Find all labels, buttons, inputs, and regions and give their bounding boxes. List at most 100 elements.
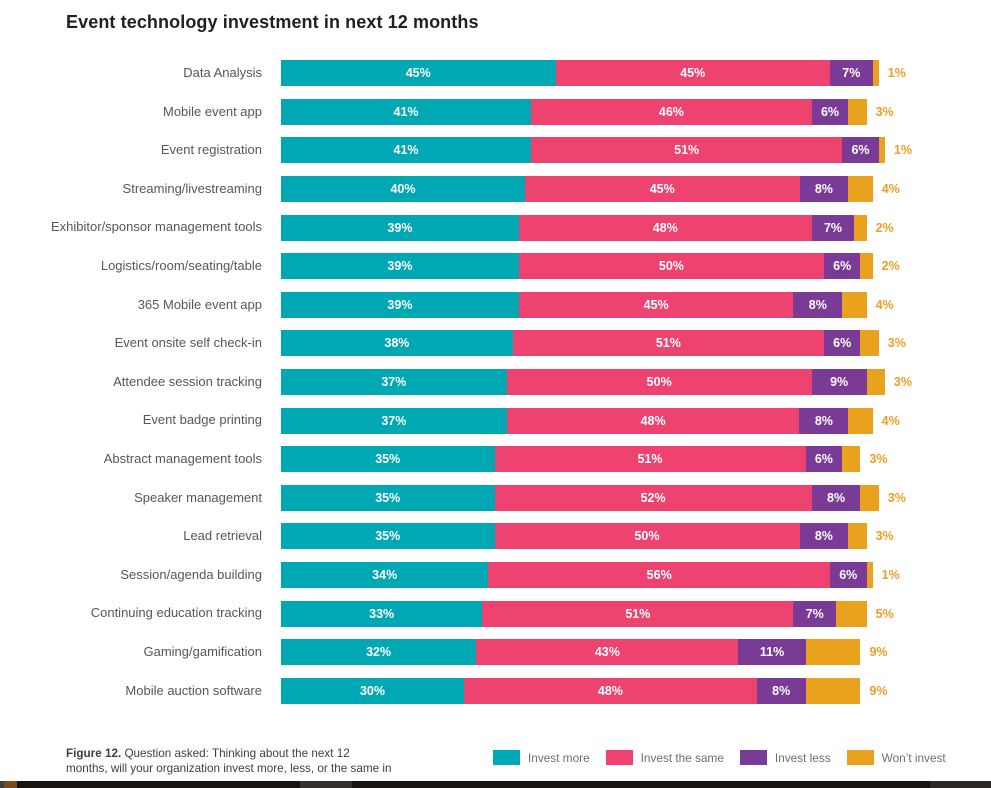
stacked-bar-chart: Data Analysis 45% 45% 7% 1% Mobile event app 4…: [0, 54, 991, 710]
wont-invest-value-label: 3%: [887, 490, 906, 505]
segment-value-label: 50%: [646, 375, 672, 390]
legend-item: Won’t invest: [846, 750, 946, 765]
segment-value-label: 48%: [652, 220, 678, 235]
category-label: 365 Mobile event app: [137, 296, 262, 312]
figure-caption: Figure 12. Question asked: Thinking abou…: [66, 746, 486, 776]
segment-value-label: 45%: [643, 297, 669, 312]
segment-value-label: 39%: [387, 259, 413, 274]
segment-value-label: 8%: [808, 297, 827, 312]
bar-segment-invest-more: 35%: [281, 484, 495, 511]
stacked-bar: 35% 50% 8%: [281, 523, 867, 550]
bar-segment-invest-the-same: 51%: [512, 330, 824, 357]
segment-value-label: 34%: [372, 568, 398, 583]
bar-segment-invest-more: 37%: [281, 369, 507, 396]
chart-row: Attendee session tracking 37% 50% 9% 3%: [0, 363, 991, 402]
bar-segment-won-t-invest: [860, 484, 879, 511]
stacked-bar: 35% 51% 6%: [281, 446, 861, 473]
wont-invest-value-label: 1%: [887, 66, 906, 81]
category-label: Mobile event app: [162, 103, 262, 119]
stacked-bar: 34% 56% 6%: [281, 562, 873, 589]
wont-invest-value-label: 9%: [869, 645, 888, 660]
bar-segment-won-t-invest: [860, 253, 873, 280]
segment-value-label: 8%: [827, 490, 846, 505]
segment-value-label: 45%: [680, 66, 706, 81]
bar-segment-invest-less: 6%: [811, 98, 849, 125]
bar-segment-won-t-invest: [848, 176, 873, 203]
stacked-bar: 30% 48% 8%: [281, 677, 861, 704]
segment-value-label: 45%: [405, 66, 431, 81]
bar-segment-won-t-invest: [866, 369, 885, 396]
bar-segment-invest-the-same: 43%: [476, 639, 739, 666]
bar-segment-won-t-invest: [854, 214, 867, 241]
bar-segment-invest-the-same: 50%: [494, 523, 800, 550]
bar-segment-invest-less: 6%: [829, 562, 867, 589]
segment-value-label: 39%: [387, 297, 413, 312]
stacked-bar: 32% 43% 11%: [281, 639, 861, 666]
chart-row: Gaming/gamification 32% 43% 11% 9%: [0, 633, 991, 672]
category-label: Streaming/livestreaming: [122, 180, 262, 196]
segment-value-label: 51%: [674, 143, 700, 158]
segment-value-label: 41%: [393, 104, 419, 119]
bar-segment-won-t-invest: [842, 446, 861, 473]
legend-swatch: [846, 750, 874, 765]
bar-segment-invest-less: 7%: [830, 60, 873, 87]
stacked-bar: 40% 45% 8%: [281, 176, 873, 203]
bar-segment-invest-less: 6%: [823, 330, 861, 357]
category-label: Event onsite self check-in: [114, 335, 262, 351]
bottom-page-edge: [0, 781, 991, 788]
category-label: Session/agenda building: [120, 566, 262, 582]
bar-segment-invest-less: 8%: [756, 677, 806, 704]
segment-value-label: 40%: [390, 182, 416, 197]
legend-item: Invest the same: [605, 750, 724, 765]
segment-value-label: 38%: [384, 336, 410, 351]
segment-value-label: 51%: [655, 336, 681, 351]
segment-value-label: 33%: [369, 606, 395, 621]
stacked-bar: 45% 45% 7%: [281, 60, 879, 87]
bar-segment-invest-more: 39%: [281, 291, 519, 318]
legend-item: Invest more: [493, 750, 590, 765]
page-edge-segment: [0, 781, 4, 788]
category-label: Lead retrieval: [183, 528, 262, 544]
bar-segment-invest-more: 35%: [281, 523, 495, 550]
bar-segment-invest-the-same: 51%: [494, 446, 806, 473]
bar-segment-won-t-invest: [860, 330, 879, 357]
wont-invest-value-label: 3%: [893, 375, 912, 390]
wont-invest-value-label: 1%: [881, 568, 900, 583]
chart-row: Streaming/livestreaming 40% 45% 8% 4%: [0, 170, 991, 209]
segment-value-label: 6%: [851, 143, 870, 158]
bar-segment-invest-the-same: 51%: [482, 600, 794, 627]
bar-segment-won-t-invest: [848, 407, 873, 434]
segment-value-label: 35%: [375, 529, 401, 544]
segment-value-label: 41%: [393, 143, 419, 158]
bar-segment-invest-the-same: 50%: [518, 253, 824, 280]
legend-label: Invest less: [774, 750, 831, 765]
stacked-bar: 33% 51% 7%: [281, 600, 867, 627]
bar-segment-invest-the-same: 51%: [531, 137, 843, 164]
segment-value-label: 9%: [830, 375, 849, 390]
segment-value-label: 51%: [637, 452, 663, 467]
legend-swatch: [493, 750, 520, 765]
bar-segment-invest-more: 45%: [281, 60, 556, 87]
bar-segment-invest-less: 9%: [811, 369, 867, 396]
chart-row: Exhibitor/sponsor management tools 39% 48%…: [0, 208, 991, 247]
segment-value-label: 52%: [640, 490, 666, 505]
category-label: Event registration: [160, 142, 262, 158]
chart-row: Continuing education tracking 33% 51% 7% 5%: [0, 594, 991, 633]
segment-value-label: 7%: [805, 606, 824, 621]
bar-segment-invest-the-same: 45%: [525, 176, 800, 203]
legend-label: Won’t invest: [881, 750, 946, 765]
segment-value-label: 48%: [597, 683, 623, 698]
bar-segment-invest-more: 39%: [281, 253, 519, 280]
bar-segment-won-t-invest: [842, 291, 867, 318]
chart-row: Event onsite self check-in 38% 51% 6% 3%: [0, 324, 991, 363]
segment-value-label: 7%: [842, 66, 861, 81]
bar-segment-invest-more: 33%: [281, 600, 483, 627]
chart-row: Mobile event app 41% 46% 6% 3%: [0, 93, 991, 132]
bar-segment-invest-the-same: 48%: [464, 677, 757, 704]
chart-row: Event registration 41% 51% 6% 1%: [0, 131, 991, 170]
category-label: Continuing education tracking: [90, 605, 262, 621]
bar-segment-won-t-invest: [836, 600, 867, 627]
segment-value-label: 8%: [814, 529, 833, 544]
category-label: Mobile auction software: [125, 682, 262, 698]
wont-invest-value-label: 9%: [869, 683, 888, 698]
